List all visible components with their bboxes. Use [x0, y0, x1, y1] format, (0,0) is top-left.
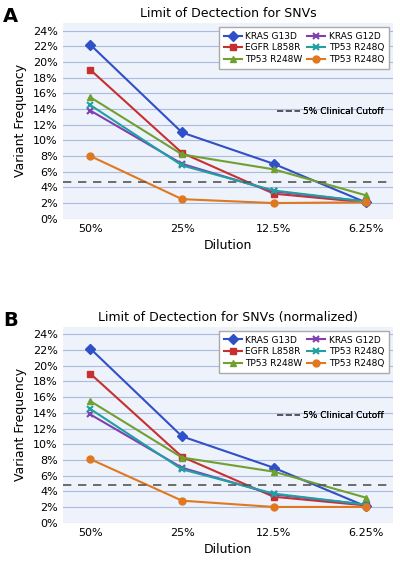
Legend: 5% Clinical Cutoff: 5% Clinical Cutoff [272, 406, 388, 425]
Legend: 5% Clinical Cutoff: 5% Clinical Cutoff [272, 102, 388, 120]
Title: Limit of Dectection for SNVs (normalized): Limit of Dectection for SNVs (normalized… [98, 311, 358, 324]
Y-axis label: Variant Frequency: Variant Frequency [14, 64, 28, 177]
Title: Limit of Dectection for SNVs: Limit of Dectection for SNVs [140, 7, 316, 20]
Text: A: A [3, 7, 18, 26]
Y-axis label: Variant Frequency: Variant Frequency [14, 368, 28, 481]
X-axis label: Dilution: Dilution [204, 239, 252, 252]
X-axis label: Dilution: Dilution [204, 543, 252, 556]
Text: B: B [3, 311, 18, 330]
